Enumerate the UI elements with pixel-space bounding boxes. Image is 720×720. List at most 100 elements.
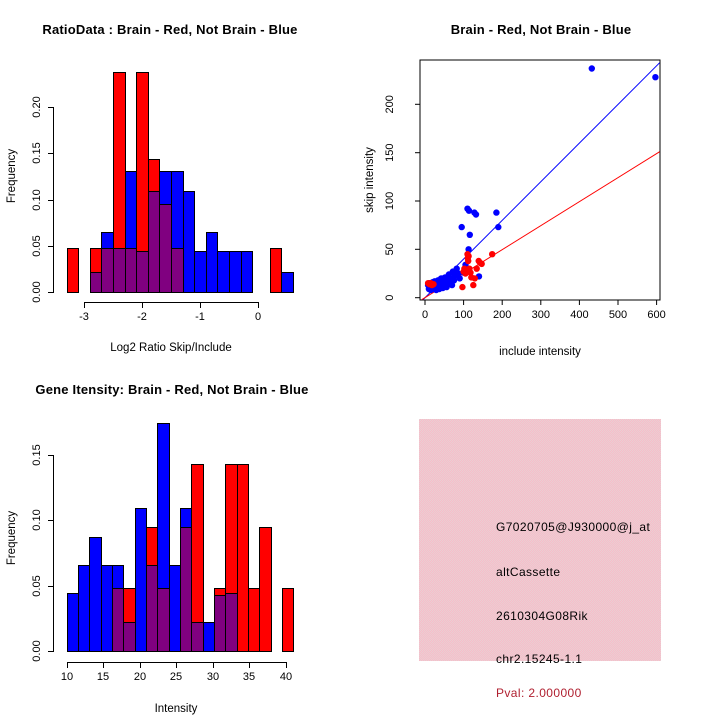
x-tick-label: 20 [133, 671, 147, 683]
hist-bar-red [282, 588, 294, 652]
x-tick-label: 10 [60, 671, 74, 683]
panel-ratio-histogram: RatioData : Brain - Red, Not Brain - Blu… [0, 0, 360, 360]
scatter-point-blue [652, 74, 659, 81]
x-tick [213, 662, 214, 668]
y-tick-label: 100 [384, 192, 396, 210]
hist-bar-blue [112, 565, 124, 589]
scatter-title: Brain - Red, Not Brain - Blue [450, 22, 632, 37]
x-tick [249, 662, 250, 668]
probe-id-text: G7020705@J930000@j_at [496, 520, 651, 534]
x-tick [103, 662, 104, 668]
x-tick-label: -2 [137, 311, 147, 323]
pval-text: Pval: 2.000000 [496, 686, 582, 700]
hist-bar-blue [241, 251, 253, 293]
x-tick-label: 100 [454, 309, 472, 321]
x-tick-label: 35 [242, 671, 256, 683]
scatter-point-red [471, 275, 478, 282]
scatter-point-red [473, 265, 480, 272]
scatter-point-blue [493, 209, 500, 216]
panel-gene-intensity-histogram: Gene Itensity: Brain - Red, Not Brain - … [0, 360, 360, 720]
scatter-point-blue [448, 281, 456, 289]
scatter-point-red [465, 252, 472, 260]
x-tick-label: 25 [169, 671, 183, 683]
hist-bar-blue [183, 191, 195, 293]
gene-histogram-xlabel: Intensity [154, 703, 198, 715]
y-tick-label: 0 [384, 295, 396, 301]
scatter-xlabel: include intensity [499, 346, 581, 358]
y-axis [53, 455, 54, 652]
x-tick-label: 400 [570, 309, 588, 321]
scatter-point-blue [465, 246, 472, 253]
hist-bar-blue [157, 423, 170, 589]
scatter-point-blue [495, 223, 502, 231]
x-tick [84, 302, 85, 308]
x-tick-label: 500 [609, 309, 627, 321]
y-tick-label: 200 [384, 95, 396, 113]
scatter-point-blue [466, 231, 473, 238]
y-tick-label: 0.15 [31, 142, 43, 164]
y-tick [48, 520, 53, 521]
x-tick-label: 0 [254, 311, 262, 323]
x-tick-label: -3 [79, 311, 89, 323]
y-tick [48, 246, 53, 247]
y-tick [48, 153, 53, 154]
y-axis [53, 107, 54, 293]
y-tick-label: 0.10 [31, 189, 43, 211]
x-tick-label: 200 [493, 309, 511, 321]
x-tick-label: -1 [195, 311, 205, 323]
y-tick [48, 107, 53, 108]
scatter-point-blue [455, 270, 462, 277]
gene-histogram-title: Gene Itensity: Brain - Red, Not Brain - … [35, 382, 309, 397]
location-text: chr2.15245-1.1 [496, 652, 583, 666]
event-type-text: altCassette [496, 565, 561, 579]
hist-bar-red [259, 527, 272, 652]
panel-info: G7020705@J930000@j_at altCassette 261030… [360, 360, 720, 720]
hist-bar-red [270, 248, 282, 293]
scatter-point-red [489, 251, 496, 258]
x-tick [286, 662, 287, 668]
y-tick [48, 586, 53, 587]
scatter-point-red [470, 281, 477, 289]
y-tick-label: 0.05 [31, 575, 43, 597]
gene-name-text: 2610304G08Rik [496, 609, 588, 623]
x-tick-label: 0 [422, 309, 428, 321]
x-tick-label: 300 [532, 309, 550, 321]
x-tick-label: 600 [647, 309, 665, 321]
hist-bar-red [237, 464, 249, 652]
y-tick-label: 50 [384, 243, 396, 255]
scatter-point-red [430, 281, 437, 288]
ratio-histogram-xlabel: Log2 Ratio Skip/Include [110, 342, 232, 354]
scatter-point-blue [453, 265, 460, 272]
y-tick [48, 200, 53, 201]
y-tick-label: 150 [384, 144, 396, 162]
y-tick [48, 455, 53, 456]
x-axis [67, 662, 287, 663]
hist-bar-blue [281, 272, 294, 293]
x-tick [258, 302, 259, 308]
y-tick-label: 0.00 [31, 281, 43, 303]
y-tick-label: 0.15 [31, 444, 43, 466]
y-tick-label: 0.00 [31, 640, 43, 662]
x-tick-label: 15 [96, 671, 110, 683]
x-tick [142, 302, 143, 308]
hist-bar-red [67, 248, 79, 293]
hist-bar-red [191, 464, 204, 623]
scatter-point-red [465, 257, 472, 265]
y-tick [48, 292, 53, 293]
x-tick [140, 662, 141, 668]
x-tick-label: 40 [279, 671, 293, 683]
scatter-point-blue [456, 275, 463, 282]
y-tick-label: 0.20 [31, 96, 43, 118]
scatter-point-blue [450, 277, 458, 284]
scatter-point-blue [465, 207, 473, 214]
hist-bar-red [113, 72, 126, 249]
scatter-svg: 0 100 200 300 400 500 600 0 50 100 150 200 [384, 59, 666, 321]
y-tick-label: 0.10 [31, 509, 43, 531]
scatter-point-blue [472, 211, 480, 218]
fit-line-blue [422, 62, 661, 300]
x-tick [67, 662, 68, 668]
scatter-point-red [467, 269, 474, 276]
scatter-point-blue [458, 223, 465, 231]
x-tick [200, 302, 201, 308]
